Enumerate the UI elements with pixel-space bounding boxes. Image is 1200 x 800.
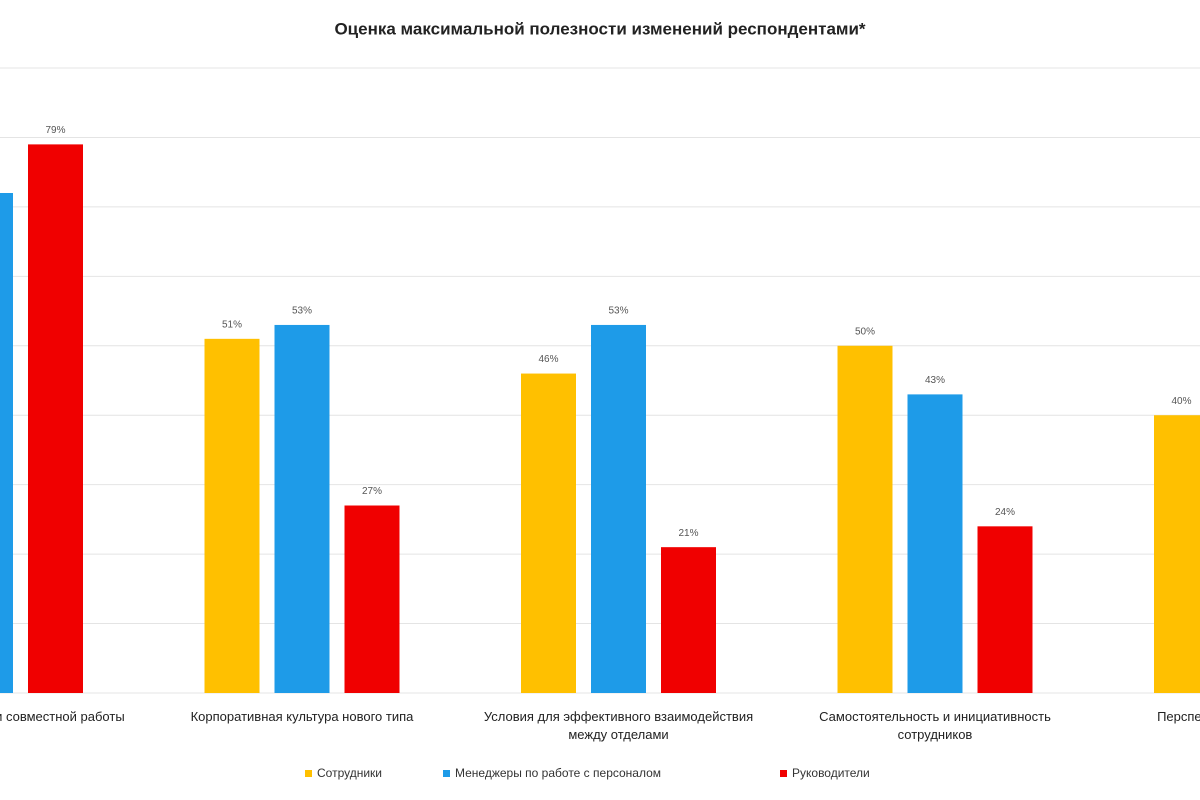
data-label: 40% xyxy=(1171,396,1191,407)
bar xyxy=(907,394,963,693)
legend-swatch xyxy=(443,770,450,777)
data-label: 79% xyxy=(45,125,65,136)
data-label: 43% xyxy=(925,375,945,386)
legend-label: Менеджеры по работе с персоналом xyxy=(455,766,661,780)
bar xyxy=(344,505,400,693)
x-tick-label: Самостоятельность и инициативность сотру… xyxy=(819,709,1051,742)
data-label: 21% xyxy=(678,528,698,539)
bar xyxy=(28,144,83,693)
bar xyxy=(0,193,13,693)
x-tick-label: Условия для эффективного взаимодействия … xyxy=(483,709,754,742)
bar xyxy=(1154,415,1200,693)
chart-title: Оценка максимальной полезности изменений… xyxy=(334,19,865,38)
bar xyxy=(274,324,330,693)
data-label: 51% xyxy=(222,319,242,330)
x-tick-label: Корпоративная культура нового типа xyxy=(190,709,414,724)
x-tick-label: Условия для командной и совместной работ… xyxy=(0,709,125,724)
bar xyxy=(661,547,716,693)
legend-swatch xyxy=(780,770,787,777)
data-label: 27% xyxy=(362,486,382,497)
legend-swatch xyxy=(305,770,312,777)
bar xyxy=(591,324,646,693)
data-label: 24% xyxy=(995,507,1015,518)
bar xyxy=(977,526,1033,693)
data-label: 53% xyxy=(608,306,628,317)
bar xyxy=(204,338,260,693)
bar xyxy=(837,345,893,693)
legend-label: Руководители xyxy=(792,766,870,780)
data-label: 46% xyxy=(538,354,558,365)
data-label: 53% xyxy=(292,306,312,317)
legend-label: Сотрудники xyxy=(317,766,382,780)
data-label: 50% xyxy=(855,326,875,337)
bar xyxy=(521,373,576,693)
x-tick-label: Перспективы карьерного роста xyxy=(1157,709,1200,724)
